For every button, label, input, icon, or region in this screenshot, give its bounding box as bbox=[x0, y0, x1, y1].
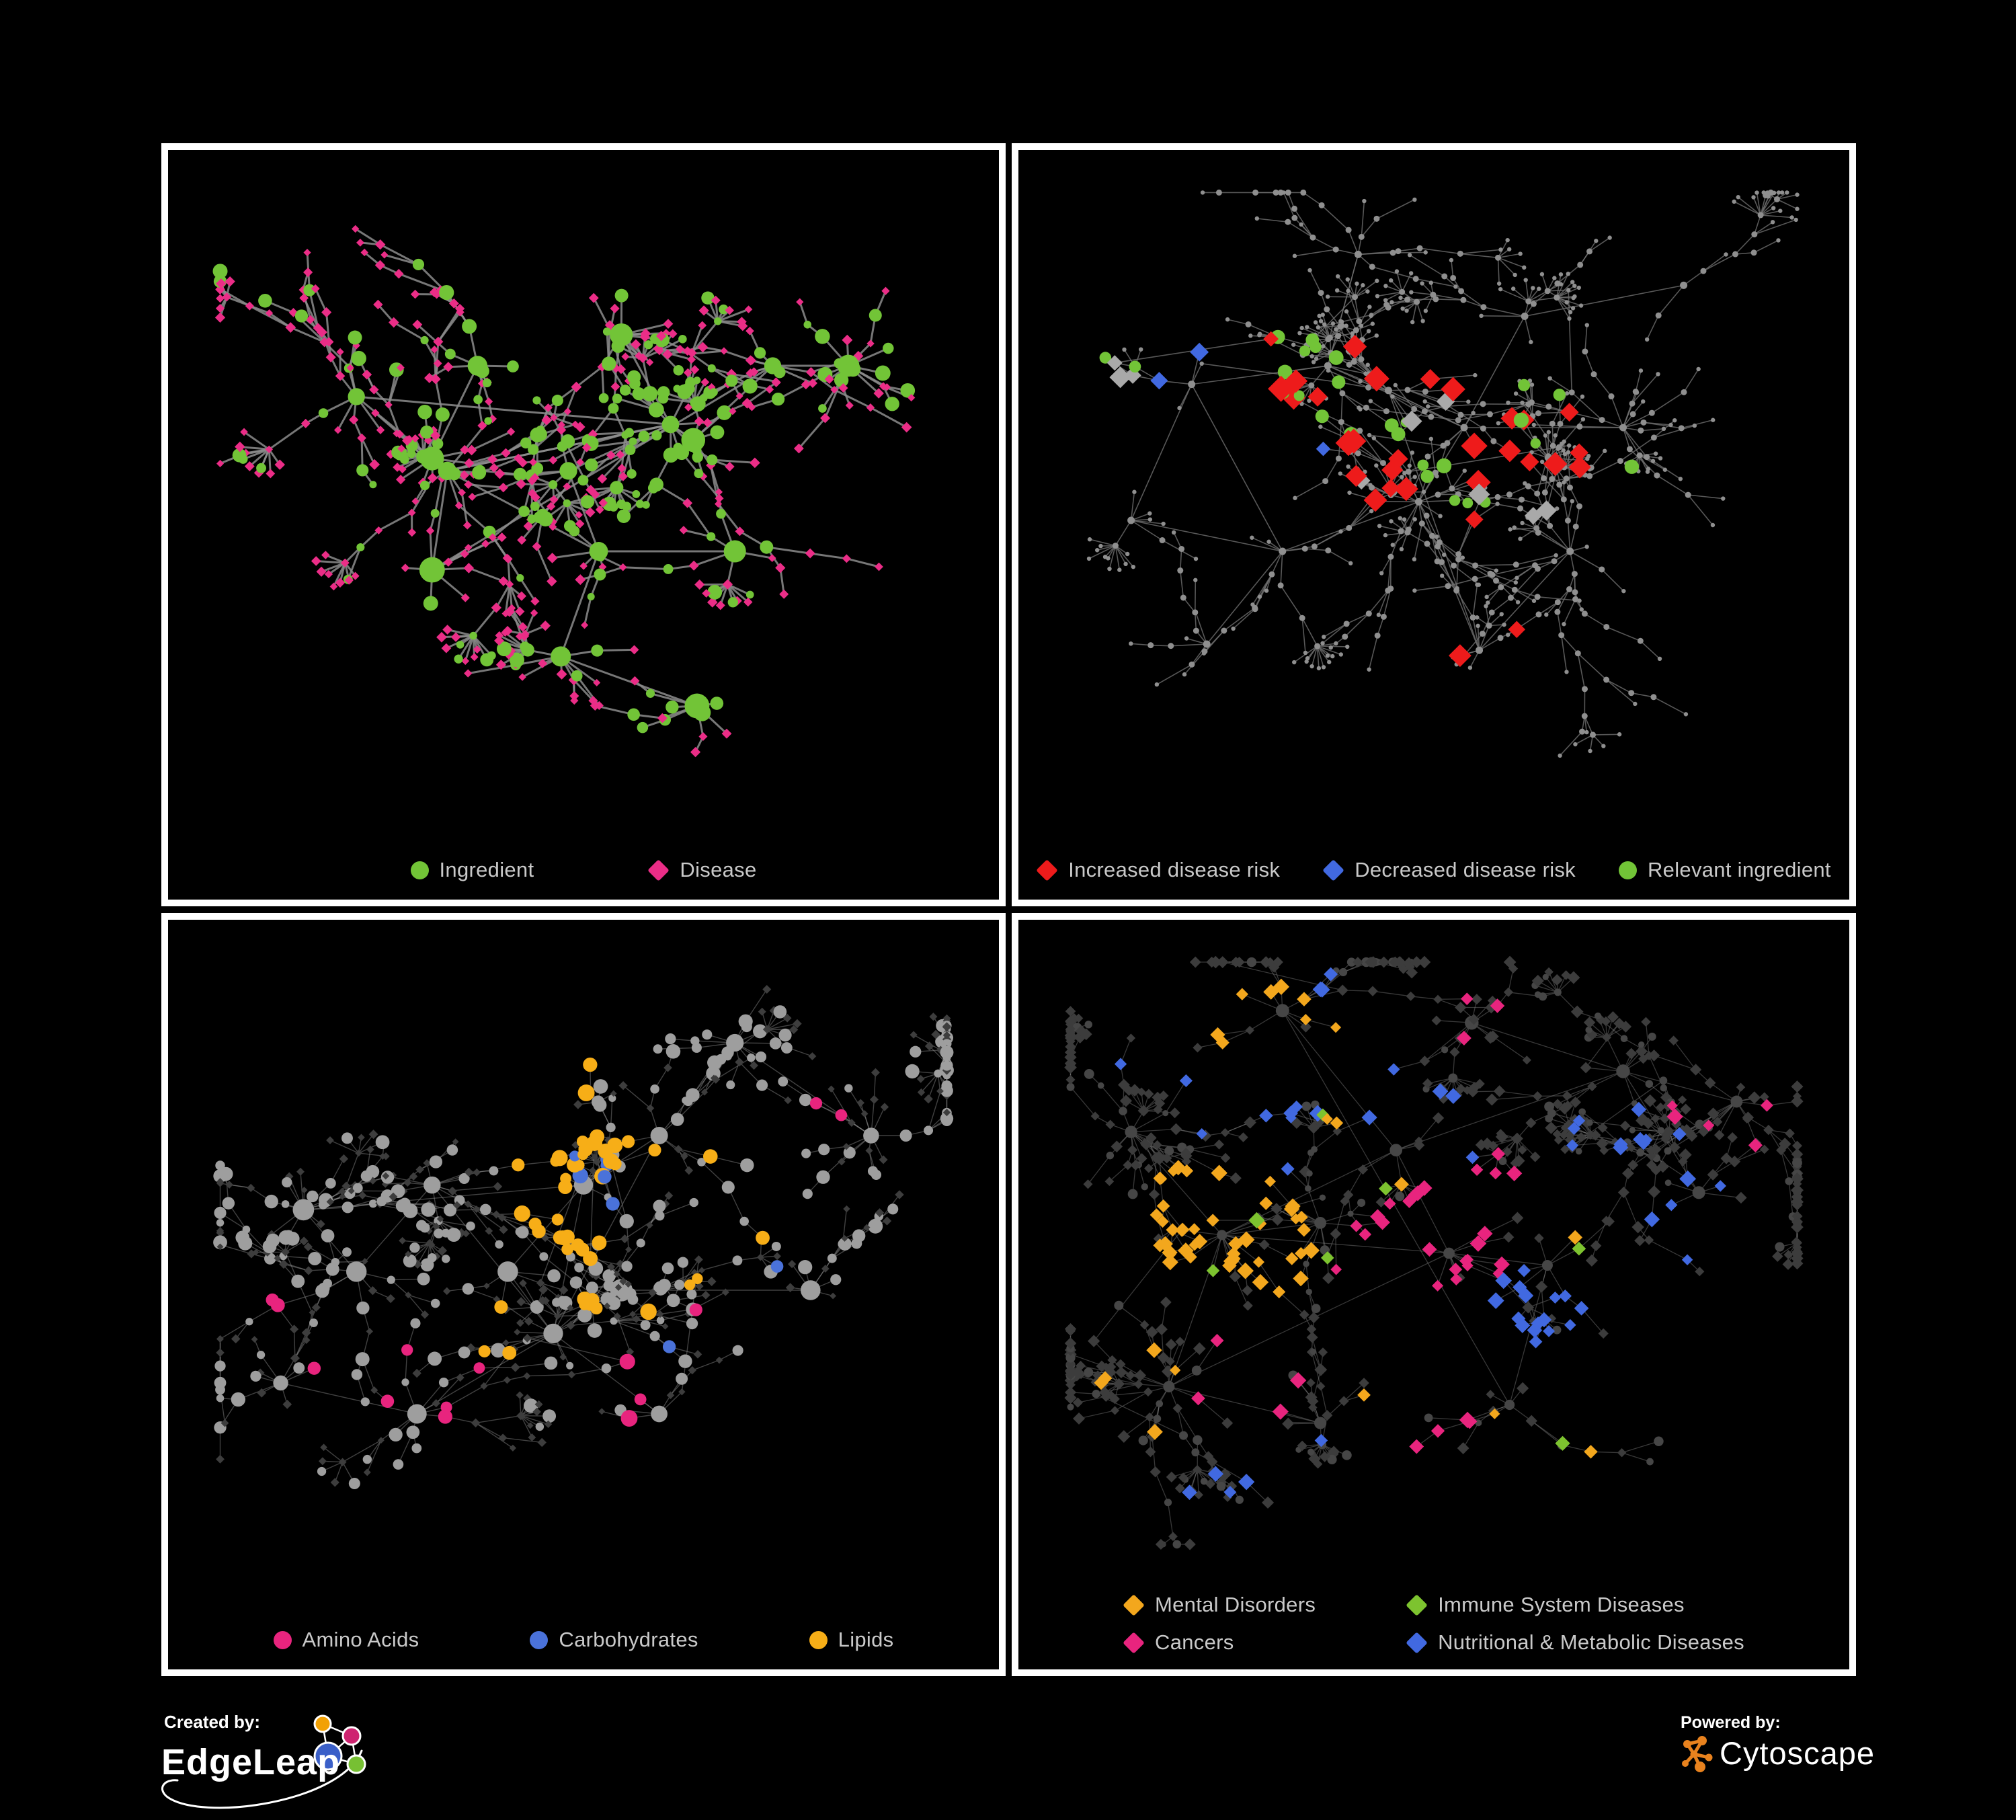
legend-item: Increased disease risk bbox=[1036, 858, 1281, 882]
network-graph-disease-categories bbox=[1064, 955, 1804, 1550]
legend-label: Amino Acids bbox=[302, 1628, 419, 1651]
legend-label: Immune System Diseases bbox=[1438, 1593, 1685, 1616]
legend-item: Immune System Diseases bbox=[1406, 1593, 1744, 1617]
lipids-swatch-icon bbox=[809, 1630, 828, 1649]
legend-disease-categories: Mental Disorders Immune System Diseases … bbox=[1018, 1593, 1849, 1655]
legend-ingredient-disease: Ingredient Disease bbox=[168, 858, 999, 882]
nutritional-diseases-swatch-icon bbox=[1406, 1631, 1428, 1654]
panel-disease-risk: Increased disease risk Decreased disease… bbox=[1012, 143, 1856, 906]
cancers-swatch-icon bbox=[1123, 1631, 1145, 1654]
legend-item: Disease bbox=[647, 858, 757, 882]
legend-item: Relevant ingredient bbox=[1619, 858, 1831, 882]
legend-item: Cancers bbox=[1123, 1630, 1316, 1655]
network-highlighted-nodes bbox=[348, 323, 861, 721]
decreased-risk-swatch-icon bbox=[1322, 859, 1344, 881]
legend-item: Ingredient bbox=[410, 858, 534, 882]
network-nodes bbox=[1086, 189, 1800, 758]
ingredient-swatch-icon bbox=[410, 861, 429, 879]
edgeleap-swoosh bbox=[161, 1749, 363, 1809]
legend-label: Increased disease risk bbox=[1068, 858, 1281, 881]
cytoscape-logo: Powered by: Cytoscape bbox=[1675, 1712, 1877, 1792]
legend-label: Decreased disease risk bbox=[1355, 858, 1576, 881]
legend-label: Mental Disorders bbox=[1155, 1593, 1316, 1616]
panel-disease-categories: Mental Disorders Immune System Diseases … bbox=[1012, 913, 1856, 1676]
legend-label: Carbohydrates bbox=[559, 1628, 698, 1651]
panel-ingredient-disease: Ingredient Disease bbox=[161, 143, 1006, 906]
legend-item: Mental Disorders bbox=[1123, 1593, 1316, 1617]
legend-label: Ingredient bbox=[439, 858, 534, 881]
legend-label: Relevant ingredient bbox=[1648, 858, 1831, 881]
mental-disorders-swatch-icon bbox=[1123, 1593, 1145, 1616]
legend-label: Disease bbox=[680, 858, 757, 881]
cytoscape-wordmark: Cytoscape bbox=[1720, 1735, 1875, 1771]
network-nodes bbox=[213, 984, 954, 1489]
network-graph-ingredient-disease bbox=[212, 225, 916, 758]
network-nodes bbox=[212, 225, 916, 758]
legend-item: Nutritional & Metabolic Diseases bbox=[1406, 1630, 1744, 1655]
immune-diseases-swatch-icon bbox=[1406, 1593, 1428, 1616]
cytoscape-icon bbox=[1682, 1736, 1713, 1772]
legend-label: Lipids bbox=[838, 1628, 894, 1651]
edgeleap-glyph-icon bbox=[313, 1714, 366, 1774]
network-graph-disease-risk bbox=[1086, 189, 1800, 758]
edgeleap-wordmark: EdgeLeap bbox=[161, 1742, 340, 1782]
powered-by-label: Powered by: bbox=[1681, 1713, 1781, 1732]
relevant-ingredient-swatch-icon bbox=[1619, 861, 1637, 879]
legend-item: Decreased disease risk bbox=[1322, 858, 1576, 882]
network-highlighted-nodes bbox=[1099, 329, 1640, 668]
legend-disease-risk: Increased disease risk Decreased disease… bbox=[1018, 858, 1849, 882]
network-graph-nutrient-categories bbox=[213, 984, 954, 1489]
legend-nutrient-categories: Amino Acids Carbohydrates Lipids bbox=[168, 1628, 999, 1652]
legend-label: Cancers bbox=[1155, 1630, 1234, 1654]
cytoscape-logo-graphic: Powered by: Cytoscape bbox=[1681, 1713, 1875, 1772]
carbohydrates-swatch-icon bbox=[530, 1630, 549, 1649]
edgeleap-logo-graphic: Created by: EdgeLeap bbox=[161, 1712, 366, 1809]
panel-nutrient-categories: Amino Acids Carbohydrates Lipids bbox=[161, 913, 1006, 1676]
amino-acids-swatch-icon bbox=[273, 1630, 292, 1649]
edgeleap-logo: Created by: EdgeLeap bbox=[160, 1709, 395, 1820]
legend-label: Nutritional & Metabolic Diseases bbox=[1438, 1630, 1744, 1654]
network-highlighted-nodes bbox=[266, 1057, 848, 1427]
legend-item: Amino Acids bbox=[273, 1628, 419, 1652]
legend-item: Lipids bbox=[809, 1628, 894, 1652]
created-by-label: Created by: bbox=[164, 1712, 260, 1732]
legend-item: Carbohydrates bbox=[530, 1628, 698, 1652]
network-edges bbox=[1070, 961, 1798, 1545]
increased-risk-swatch-icon bbox=[1036, 859, 1058, 881]
disease-swatch-icon bbox=[647, 859, 670, 881]
